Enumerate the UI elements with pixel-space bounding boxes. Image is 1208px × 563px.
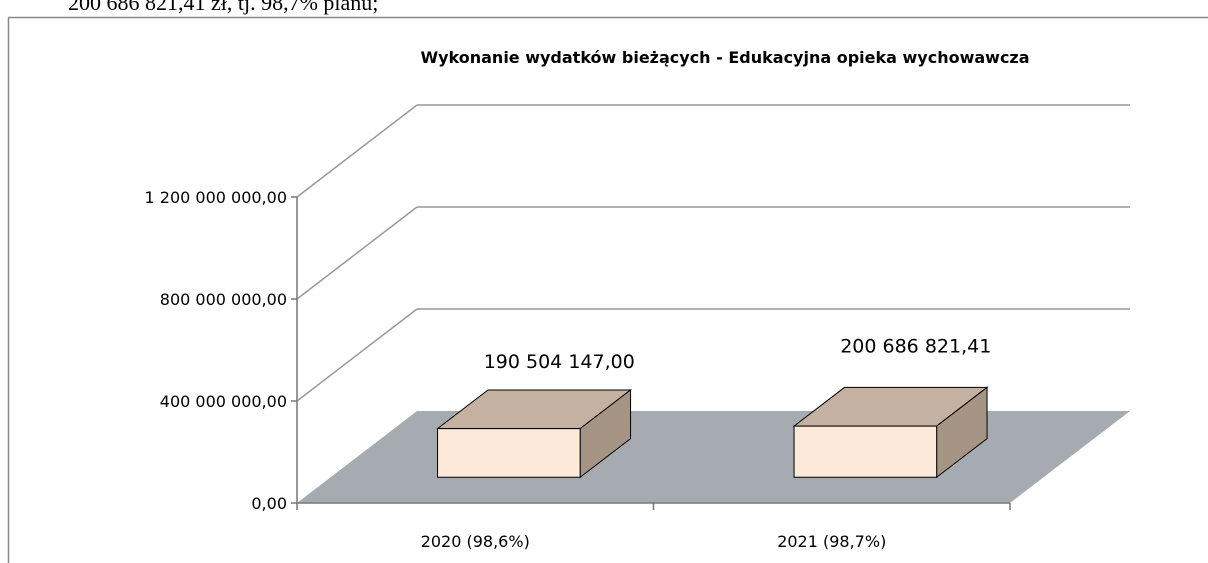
x-tick-label: 2021 (98,7%) xyxy=(777,532,886,551)
x-tick-label: 2020 (98,6%) xyxy=(421,532,530,551)
y-tick-label: 0,00 xyxy=(251,494,287,513)
data-label: 190 504 147,00 xyxy=(484,351,635,373)
chart-frame xyxy=(7,16,1208,563)
bar-front xyxy=(793,425,938,478)
y-tick-label: 800 000 000,00 xyxy=(160,290,287,309)
data-label: 200 686 821,41 xyxy=(840,335,991,357)
floor xyxy=(297,411,1130,503)
y-tick-label: 1 200 000 000,00 xyxy=(145,188,288,207)
bar-front xyxy=(437,428,581,478)
grid-line xyxy=(296,104,418,198)
document-text: 200 686 821,41 zł, tj. 98,7% planu; xyxy=(68,0,378,15)
grid-line xyxy=(296,308,418,402)
grid-line xyxy=(296,206,418,300)
y-tick-label: 400 000 000,00 xyxy=(160,392,287,411)
chart-title: Wykonanie wydatków bieżących - Edukacyjn… xyxy=(420,48,1029,67)
